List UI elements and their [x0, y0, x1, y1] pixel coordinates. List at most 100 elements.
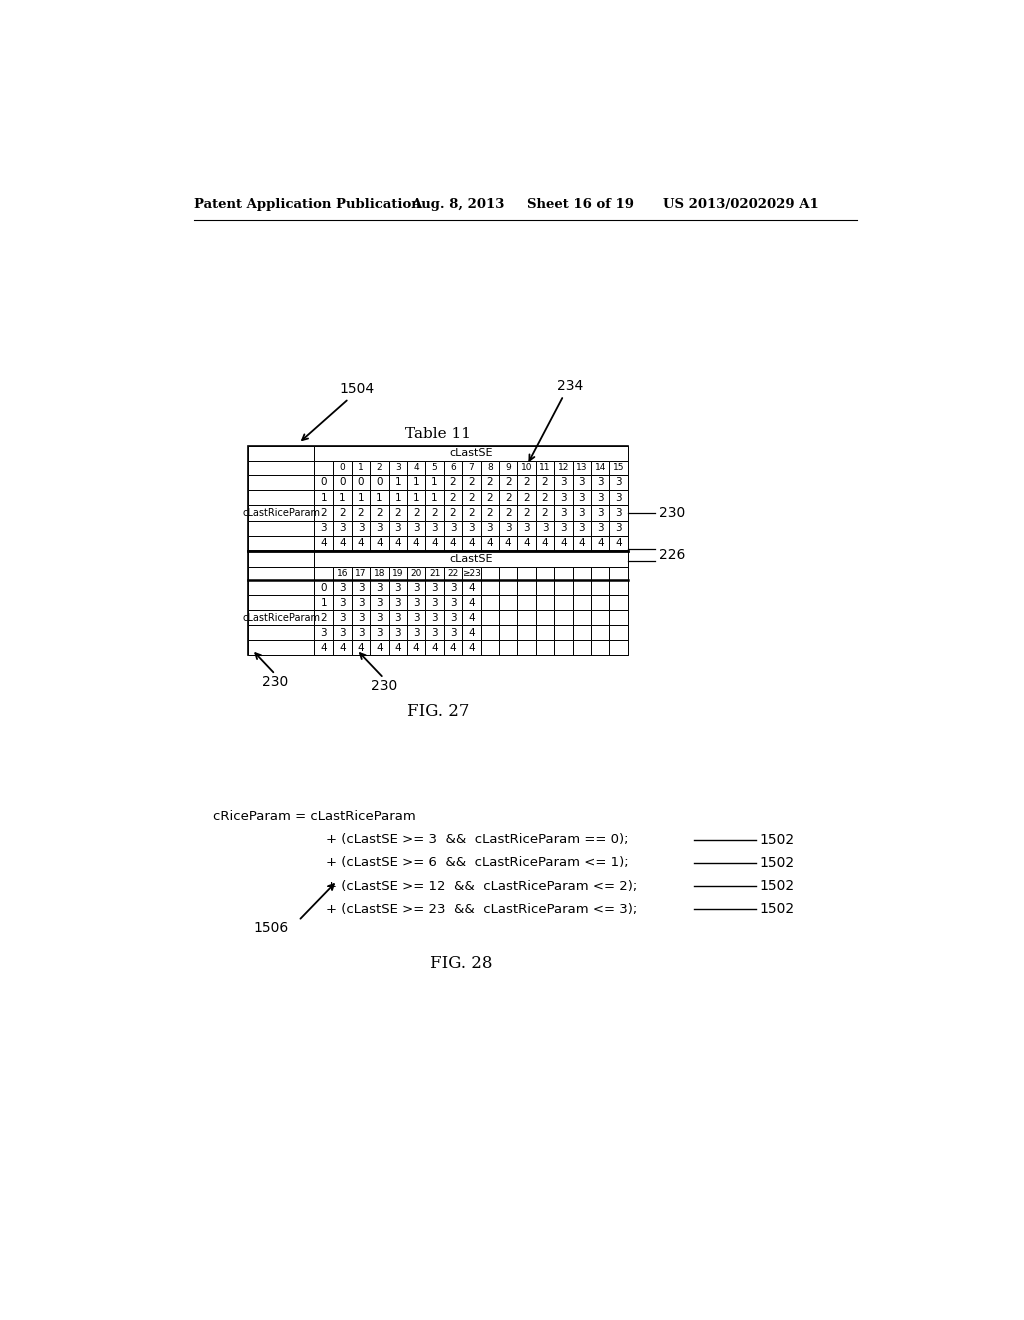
Text: 10: 10	[521, 463, 532, 473]
Text: 3: 3	[579, 492, 585, 503]
Bar	[462, 506, 480, 520]
Bar	[314, 446, 628, 461]
Bar	[388, 475, 407, 490]
Bar	[462, 595, 480, 610]
Bar	[591, 610, 609, 626]
Bar	[517, 461, 536, 475]
Text: 4: 4	[468, 627, 475, 638]
Text: 3: 3	[376, 598, 383, 607]
Text: 1506: 1506	[254, 921, 289, 936]
Text: 4: 4	[486, 539, 494, 549]
Bar	[480, 626, 499, 640]
Text: Aug. 8, 2013: Aug. 8, 2013	[411, 198, 504, 211]
Text: 4: 4	[321, 643, 327, 652]
Text: + (cLastSE >= 3  &&  cLastRiceParam == 0);: + (cLastSE >= 3 && cLastRiceParam == 0);	[326, 833, 628, 846]
Bar	[407, 581, 425, 595]
Bar	[334, 506, 352, 520]
Bar	[371, 461, 388, 475]
Text: 15: 15	[613, 463, 625, 473]
Text: 2: 2	[486, 492, 494, 503]
Bar	[334, 640, 352, 655]
Text: 226: 226	[658, 548, 685, 562]
Text: cRiceParam = cLastRiceParam: cRiceParam = cLastRiceParam	[213, 810, 416, 824]
Text: 3: 3	[523, 523, 530, 533]
Bar	[517, 520, 536, 536]
Bar	[536, 566, 554, 581]
Text: 3: 3	[357, 612, 365, 623]
Text: 0: 0	[321, 478, 327, 487]
Bar	[462, 536, 480, 552]
Text: 3: 3	[357, 583, 365, 593]
Text: 2: 2	[450, 508, 457, 517]
Bar	[536, 536, 554, 552]
Bar	[352, 610, 371, 626]
Text: 13: 13	[577, 463, 588, 473]
Bar	[572, 506, 591, 520]
Bar	[248, 552, 314, 566]
Bar	[314, 610, 334, 626]
Bar	[248, 506, 314, 520]
Bar	[609, 581, 628, 595]
Text: 4: 4	[468, 612, 475, 623]
Bar	[407, 640, 425, 655]
Text: 3: 3	[376, 523, 383, 533]
Bar	[536, 475, 554, 490]
Bar	[480, 640, 499, 655]
Bar	[499, 595, 517, 610]
Bar	[462, 566, 480, 581]
Text: 3: 3	[542, 523, 549, 533]
Text: 4: 4	[468, 598, 475, 607]
Text: 2: 2	[321, 508, 327, 517]
Text: ≥23: ≥23	[462, 569, 481, 578]
Bar	[480, 581, 499, 595]
Text: Sheet 16 of 19: Sheet 16 of 19	[527, 198, 634, 211]
Text: 3: 3	[560, 523, 566, 533]
Text: 234: 234	[557, 379, 583, 392]
Bar	[248, 475, 314, 490]
Bar	[407, 626, 425, 640]
Bar	[609, 566, 628, 581]
Bar	[388, 461, 407, 475]
Text: 3: 3	[505, 523, 512, 533]
Bar	[352, 566, 371, 581]
Bar	[334, 461, 352, 475]
Bar	[425, 595, 443, 610]
Text: 2: 2	[505, 478, 512, 487]
Text: 3: 3	[413, 583, 420, 593]
Bar	[388, 506, 407, 520]
Text: 1502: 1502	[760, 855, 795, 870]
Bar	[591, 536, 609, 552]
Text: 4: 4	[468, 643, 475, 652]
Bar	[517, 581, 536, 595]
Bar	[371, 566, 388, 581]
Text: 4: 4	[414, 463, 419, 473]
Bar	[248, 552, 628, 655]
Bar	[517, 640, 536, 655]
Bar	[443, 566, 462, 581]
Bar	[248, 536, 314, 552]
Bar	[388, 610, 407, 626]
Bar	[591, 566, 609, 581]
Bar	[443, 595, 462, 610]
Text: 2: 2	[505, 508, 512, 517]
Bar	[443, 610, 462, 626]
Text: 2: 2	[468, 492, 475, 503]
Text: + (cLastSE >= 23  &&  cLastRiceParam <= 3);: + (cLastSE >= 23 && cLastRiceParam <= 3)…	[326, 903, 637, 916]
Text: 2: 2	[321, 612, 327, 623]
Bar	[554, 461, 572, 475]
Bar	[352, 475, 371, 490]
Text: 0: 0	[340, 463, 345, 473]
Text: 3: 3	[615, 508, 622, 517]
Text: 4: 4	[376, 643, 383, 652]
Text: 2: 2	[505, 492, 512, 503]
Bar	[248, 490, 314, 506]
Text: 4: 4	[597, 539, 603, 549]
Bar	[480, 506, 499, 520]
Bar	[425, 566, 443, 581]
Text: 2: 2	[542, 508, 549, 517]
Bar	[334, 536, 352, 552]
Text: 3: 3	[413, 523, 420, 533]
Bar	[443, 490, 462, 506]
Text: 4: 4	[339, 643, 346, 652]
Bar	[314, 506, 334, 520]
